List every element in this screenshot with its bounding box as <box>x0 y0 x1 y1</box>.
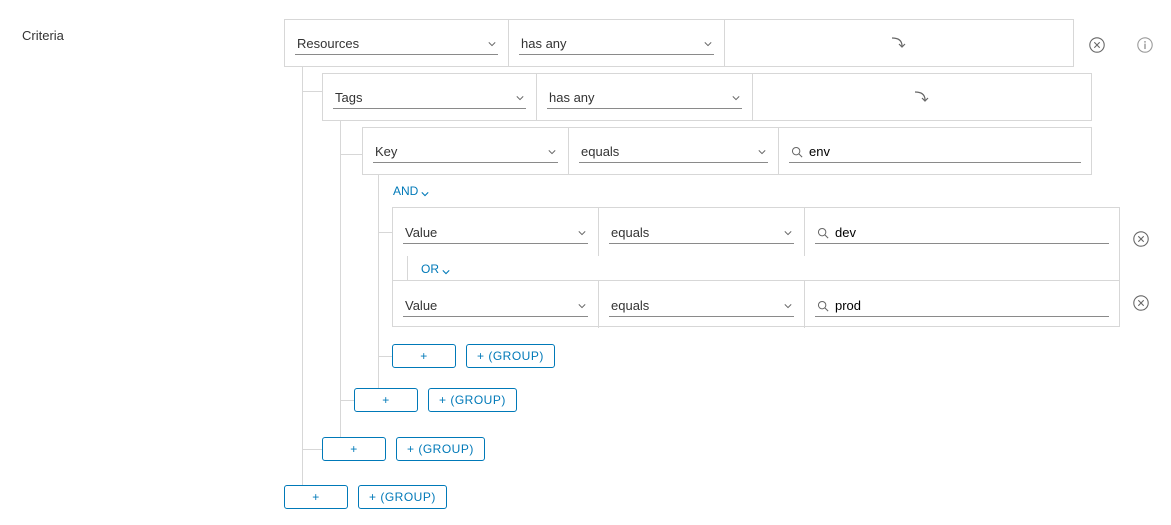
button-label: + <box>350 442 358 456</box>
field-label: Resources <box>297 36 359 51</box>
operator-select-resources[interactable]: has any <box>519 31 714 55</box>
operator-select-value-prod[interactable]: equals <box>609 293 794 317</box>
button-label: + (GROUP) <box>477 349 544 363</box>
criteria-row-key: Key equals <box>362 127 1092 175</box>
operator-select-value-dev[interactable]: equals <box>609 220 794 244</box>
chevron-down-icon <box>784 302 792 310</box>
value-input-prod[interactable] <box>815 293 1109 317</box>
chevron-down-icon <box>704 40 712 48</box>
remove-row-icon[interactable] <box>1132 230 1150 248</box>
value-input-key[interactable] <box>789 139 1081 163</box>
field-select-key[interactable]: Key <box>373 139 558 163</box>
section-label: Criteria <box>22 28 64 43</box>
operator-label: equals <box>611 225 649 240</box>
chevron-down-icon <box>548 148 556 156</box>
operator-label: has any <box>549 90 595 105</box>
chevron-down-icon <box>442 265 450 273</box>
chevron-down-icon <box>578 302 586 310</box>
button-label: + (GROUP) <box>369 490 436 504</box>
search-icon <box>817 300 829 312</box>
chevron-down-icon <box>578 229 586 237</box>
field-label: Value <box>405 298 437 313</box>
operator-label: equals <box>581 144 619 159</box>
field-select-value-dev[interactable]: Value <box>403 220 588 244</box>
search-icon <box>817 227 829 239</box>
nest-arrow-icon <box>763 90 1081 104</box>
add-group-button[interactable]: + (GROUP) <box>466 344 555 368</box>
logic-operator-or[interactable]: OR <box>421 262 450 276</box>
value-text[interactable] <box>809 144 1079 159</box>
add-criteria-button[interactable]: + <box>284 485 348 509</box>
add-criteria-button[interactable]: + <box>322 437 386 461</box>
field-select-resources[interactable]: Resources <box>295 31 498 55</box>
logic-operator-and[interactable]: AND <box>393 184 429 198</box>
add-group-button[interactable]: + (GROUP) <box>396 437 485 461</box>
value-input-dev[interactable] <box>815 220 1109 244</box>
field-label: Key <box>375 144 397 159</box>
logic-label: AND <box>393 184 418 198</box>
operator-select-tags[interactable]: has any <box>547 85 742 109</box>
button-label: + (GROUP) <box>407 442 474 456</box>
button-label: + <box>420 349 428 363</box>
field-select-tags[interactable]: Tags <box>333 85 526 109</box>
criteria-group-values: Value equals <box>392 207 1120 327</box>
add-group-button[interactable]: + (GROUP) <box>428 388 517 412</box>
operator-label: equals <box>611 298 649 313</box>
criteria-row-resources: Resources has any <box>284 19 1074 67</box>
remove-row-icon[interactable] <box>1132 294 1150 312</box>
field-label: Value <box>405 225 437 240</box>
chevron-down-icon <box>732 94 740 102</box>
search-icon <box>791 146 803 158</box>
chevron-down-icon <box>758 148 766 156</box>
add-criteria-button[interactable]: + <box>392 344 456 368</box>
chevron-down-icon <box>784 229 792 237</box>
add-group-button[interactable]: + (GROUP) <box>358 485 447 509</box>
button-label: + <box>382 393 390 407</box>
button-label: + <box>312 490 320 504</box>
chevron-down-icon <box>421 187 429 195</box>
remove-row-icon[interactable] <box>1088 36 1106 54</box>
chevron-down-icon <box>488 40 496 48</box>
operator-select-key[interactable]: equals <box>579 139 768 163</box>
value-text[interactable] <box>835 225 1107 240</box>
nest-arrow-icon <box>735 36 1063 50</box>
field-label: Tags <box>335 90 362 105</box>
value-text[interactable] <box>835 298 1107 313</box>
button-label: + (GROUP) <box>439 393 506 407</box>
operator-label: has any <box>521 36 567 51</box>
chevron-down-icon <box>516 94 524 102</box>
field-select-value-prod[interactable]: Value <box>403 293 588 317</box>
add-criteria-button[interactable]: + <box>354 388 418 412</box>
logic-label: OR <box>421 262 439 276</box>
criteria-row-tags: Tags has any <box>322 73 1092 121</box>
info-icon[interactable] <box>1136 36 1154 54</box>
